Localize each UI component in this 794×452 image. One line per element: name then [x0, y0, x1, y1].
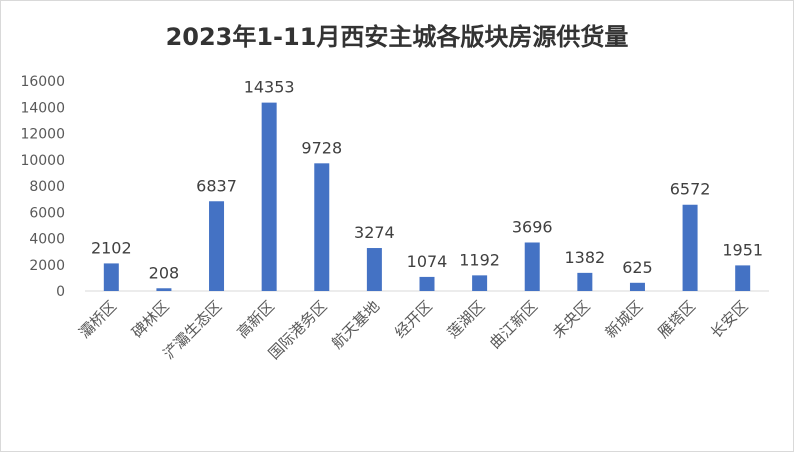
data-label: 14353	[244, 78, 295, 97]
bar-12	[682, 204, 698, 291]
data-label: 2102	[91, 238, 132, 257]
data-label: 6837	[196, 176, 237, 195]
bar-7	[419, 276, 435, 291]
bar-9	[524, 242, 540, 291]
y-tick-label: 4000	[29, 232, 65, 248]
data-label: 1074	[407, 252, 448, 271]
x-category-label: 灞桥区	[76, 297, 121, 342]
x-category-label: 经开区	[391, 297, 436, 342]
data-label: 3274	[354, 223, 395, 242]
x-category-label: 高新区	[233, 297, 278, 342]
bar-1	[103, 263, 119, 291]
chart-title: 2023年1-11月西安主城各版块房源供货量	[165, 23, 629, 51]
data-label: 9728	[301, 138, 342, 157]
y-tick-label: 6000	[29, 205, 65, 221]
data-label: 1382	[564, 248, 605, 267]
x-category-label: 未央区	[549, 297, 594, 342]
bar-3	[209, 201, 225, 291]
data-label: 6572	[670, 180, 711, 199]
data-label: 1192	[459, 250, 500, 269]
x-category-label: 碑林区	[128, 297, 173, 342]
x-category-label: 长安区	[707, 297, 752, 342]
y-tick-label: 2000	[29, 258, 65, 274]
x-category-label: 航天基地	[328, 297, 383, 352]
data-label: 1951	[722, 240, 763, 259]
x-category-label: 曲江新区	[486, 297, 541, 352]
y-tick-label: 14000	[20, 100, 65, 116]
x-category-label: 雁塔区	[654, 297, 699, 342]
data-label: 625	[622, 258, 653, 277]
data-label: 3696	[512, 217, 553, 236]
y-tick-label: 12000	[20, 127, 65, 143]
x-category-label: 莲湖区	[444, 297, 489, 342]
bar-2	[156, 288, 172, 291]
bar-5	[314, 163, 330, 291]
y-tick-label: 10000	[20, 153, 65, 169]
bar-8	[472, 275, 488, 291]
bar-4	[261, 102, 277, 291]
y-tick-label: 8000	[29, 179, 65, 195]
x-category-label: 新城区	[602, 297, 647, 342]
bar-11	[629, 282, 645, 291]
y-tick-label: 16000	[20, 74, 65, 90]
bar-6	[366, 248, 382, 291]
bar-13	[735, 265, 751, 291]
bar-10	[577, 272, 593, 291]
data-label: 208	[149, 263, 180, 282]
y-tick-label: 0	[56, 284, 65, 300]
